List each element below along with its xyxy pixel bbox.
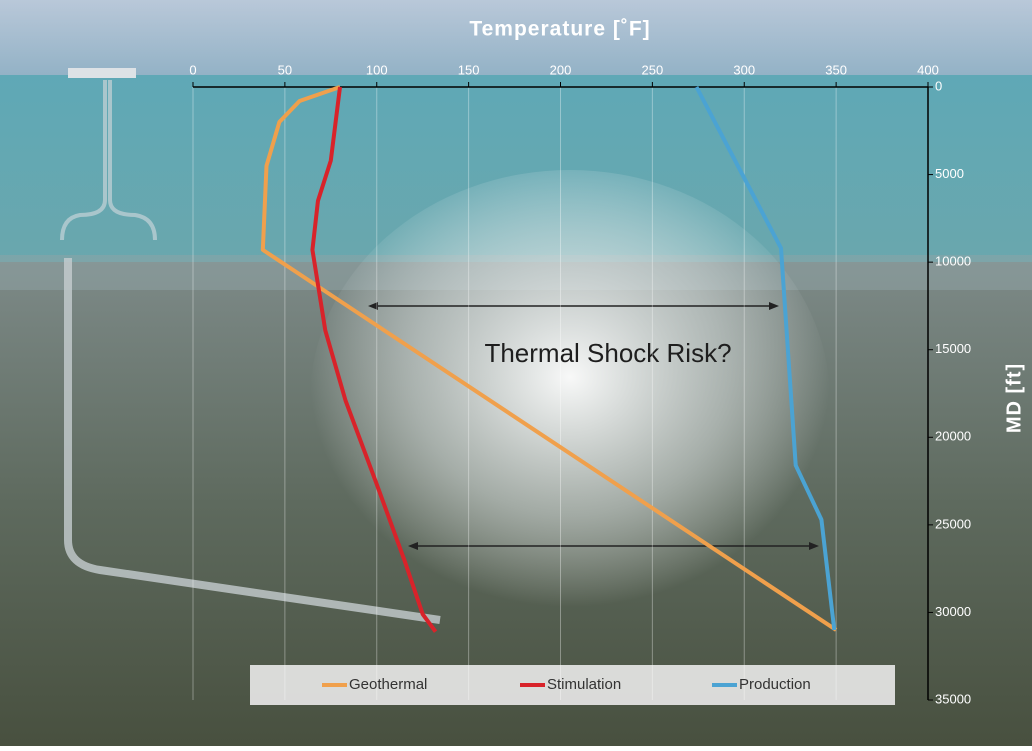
y-tick-label: 35000 (935, 691, 971, 706)
y-tick-label: 25000 (935, 516, 971, 531)
series-line (310, 86, 438, 633)
chart-title: Temperature [˚F] (469, 18, 650, 41)
series-line (694, 86, 837, 631)
y-tick-label: 0 (935, 78, 942, 93)
series-line (260, 85, 838, 632)
y-tick-label: 30000 (935, 604, 971, 619)
legend-label: Stimulation (547, 676, 621, 693)
x-tick-label: 100 (366, 62, 388, 77)
y-axis-label: MD [ft] (1003, 363, 1025, 433)
x-tick-label: 250 (642, 62, 664, 77)
legend-label: Geothermal (349, 676, 427, 693)
x-tick-label: 150 (458, 62, 480, 77)
x-tick-label: 50 (278, 62, 292, 77)
riser (60, 80, 157, 241)
y-tick-label: 20000 (935, 429, 971, 444)
legend (250, 665, 895, 705)
x-tick-label: 350 (825, 62, 847, 77)
x-tick-label: 0 (189, 62, 196, 77)
arrow (368, 302, 819, 550)
well (64, 258, 441, 624)
y-tick-label: 15000 (935, 341, 971, 356)
legend-label: Production (739, 676, 811, 693)
y-tick-label: 5000 (935, 166, 964, 181)
x-tick-label: 400 (917, 62, 939, 77)
ship (68, 68, 136, 78)
sky (0, 0, 1032, 75)
highlight (310, 170, 830, 630)
annotation: Thermal Shock Risk? (484, 338, 731, 368)
x-tick-label: 300 (733, 62, 755, 77)
x-tick-label: 200 (550, 62, 572, 77)
y-tick-label: 10000 (935, 254, 971, 269)
